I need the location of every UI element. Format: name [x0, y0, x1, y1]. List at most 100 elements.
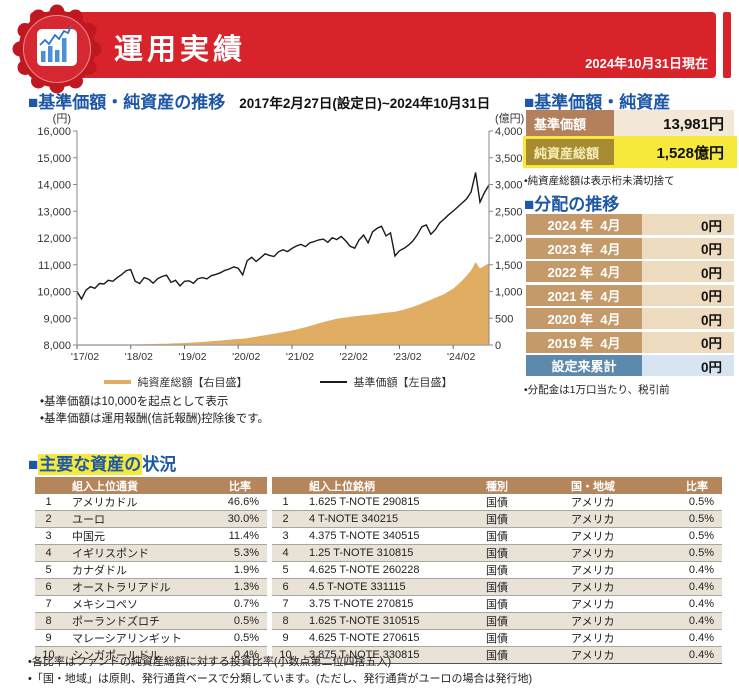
distribution-amount: 0円 — [642, 355, 734, 376]
table-cell: アメリカ — [567, 629, 672, 647]
svg-text:9,000: 9,000 — [43, 313, 71, 325]
table-cell: アメリカ — [567, 510, 672, 528]
table-cell: マレーシアリンギット — [62, 629, 213, 647]
col-header-ratio: 比率 — [213, 477, 267, 494]
table-cell: 1.625 T-NOTE 310515 — [299, 612, 482, 630]
distribution-date: 2022 年 4月 — [526, 261, 642, 282]
table-row: 8 1.625 T-NOTE 310515 国債 アメリカ 0.4% — [272, 612, 722, 630]
legend-item-net-assets: 純資産総額【右目盛】 — [103, 374, 248, 390]
table-cell: 5 — [272, 561, 299, 579]
table-row: 4 イギリスポンド 5.3% — [35, 544, 267, 562]
svg-text:1,500: 1,500 — [495, 260, 523, 272]
table-cell: 3 — [35, 527, 62, 545]
table-row: 7 メキシコペソ 0.7% — [35, 595, 267, 613]
table-cell: 9 — [35, 629, 62, 647]
distribution-amount: 0円 — [642, 308, 734, 329]
svg-text:8,000: 8,000 — [43, 340, 71, 352]
table-cell: 2 — [272, 510, 299, 528]
heading-rest-text: 状況 — [142, 455, 177, 474]
table-cell: 4 T-NOTE 340215 — [299, 510, 482, 528]
distribution-note: •分配金は1万口当たり、税引前 — [524, 384, 670, 396]
table-cell: 0.4% — [672, 595, 722, 613]
distribution-date: 2023 年 4月 — [526, 237, 642, 259]
heading-square-icon: ■ — [28, 455, 39, 474]
securities-table: 組入上位銘柄 種別 国・地域 比率 1 1.625 T-NOTE 290815 国債… — [272, 477, 722, 664]
table-cell: 4.625 T-NOTE 260228 — [299, 561, 482, 579]
svg-text:16,000: 16,000 — [37, 126, 71, 138]
table-row: 8 ポーランドズロチ 0.5% — [35, 612, 267, 630]
table-row: 4 1.25 T-NOTE 310815 国債 アメリカ 0.5% — [272, 544, 722, 562]
table-cell: 4.5 T-NOTE 331115 — [299, 578, 482, 596]
svg-text:13,000: 13,000 — [37, 206, 71, 218]
distribution-date: 2019 年 4月 — [526, 331, 642, 353]
table-row: 1 アメリカドル 46.6% — [35, 494, 267, 511]
table-cell: アメリカ — [567, 527, 672, 545]
svg-text:11,000: 11,000 — [38, 260, 71, 272]
table-cell: 0.4% — [213, 646, 267, 664]
distribution-amount: 0円 — [642, 284, 734, 306]
table-cell: 10 — [35, 646, 62, 664]
table-cell: 0.4% — [672, 612, 722, 630]
heading-highlighted-text: 主要な資産の — [38, 454, 143, 475]
table-cell: 国債 — [482, 612, 567, 630]
svg-text:'23/02: '23/02 — [393, 351, 421, 362]
table-cell: 30.0% — [213, 510, 267, 528]
table-cell: アメリカ — [567, 646, 672, 664]
table-cell: 1.9% — [213, 561, 267, 579]
table-cell: 0.4% — [672, 578, 722, 596]
table-cell: 0.4% — [672, 561, 722, 579]
svg-text:'20/02: '20/02 — [232, 351, 260, 362]
nav-value: 13,981円 — [614, 110, 734, 136]
distribution-date: 2020 年 4月 — [526, 308, 642, 329]
svg-text:'18/02: '18/02 — [125, 351, 153, 362]
table-cell: アメリカ — [567, 612, 672, 630]
price-section-heading: ■基準価額・純資産 — [524, 93, 671, 112]
table-cell: アメリカドル — [72, 497, 138, 509]
svg-text:15,000: 15,000 — [37, 153, 71, 165]
table-cell: 1.625 T-NOTE 290815 — [309, 496, 420, 508]
chart-note: •基準価額は運用報酬(信託報酬)控除後です。 — [40, 413, 270, 426]
as-of-date: 2024年10月31日現在 — [585, 56, 708, 71]
svg-text:0: 0 — [495, 340, 501, 352]
bar-chart-seal-icon — [12, 4, 102, 94]
table-cell: 0.5% — [672, 544, 722, 562]
table-cell: 0.7% — [213, 595, 267, 613]
table-cell: 5.3% — [213, 544, 267, 562]
table-cell: アメリカ — [567, 595, 672, 613]
table-row: 6 4.5 T-NOTE 331115 国債 アメリカ 0.4% — [272, 578, 722, 596]
nav-label: 基準価額 — [526, 110, 614, 136]
table-cell: 0.5% — [672, 527, 722, 545]
chart-note: •基準価額は10,000を起点として表示 — [40, 396, 229, 408]
table-row: 3 中国元 11.4% — [35, 527, 267, 545]
table-cell: 国債 — [482, 629, 567, 647]
table-row: 5 4.625 T-NOTE 260228 国債 アメリカ 0.4% — [272, 561, 722, 579]
table-cell: 0.5% — [688, 496, 714, 508]
table-cell: 3.75 T-NOTE 270815 — [299, 595, 482, 613]
table-cell: イギリスポンド — [62, 544, 213, 562]
svg-text:1,000: 1,000 — [495, 287, 523, 299]
table-cell: 1 — [45, 496, 52, 508]
table-row: 2019 年 4月 0円 — [526, 331, 734, 353]
table-row: 基準価額 13,981円 — [526, 110, 734, 136]
svg-text:'22/02: '22/02 — [340, 351, 368, 362]
col-header-type: 種別 — [482, 477, 567, 494]
table-row: 設定来累計 0円 — [526, 355, 734, 376]
table-row: 7 3.75 T-NOTE 270815 国債 アメリカ 0.4% — [272, 595, 722, 613]
legend-label: 純資産総額【右目盛】 — [137, 377, 248, 389]
table-row: 2 ユーロ 30.0% — [35, 510, 267, 528]
table-row: 2021 年 4月 0円 — [526, 284, 734, 306]
table-cell: 4.375 T-NOTE 340515 — [299, 527, 482, 545]
table-row: 1 1.625 T-NOTE 290815 国債 アメリカ 0.5% — [272, 494, 722, 511]
footer-notes: •各比率はファンドの純資産総額に対する投資比率(小数点第二位四捨五入) •「国・… — [28, 654, 532, 687]
table-cell: 8 — [272, 612, 299, 630]
performance-chart: 8,000 9,000 10,000 11,000 12,000 13,000 14,000… — [37, 112, 524, 362]
table-cell: アメリカ — [571, 497, 615, 509]
table-cell: 10 — [272, 646, 299, 664]
table-header-row: 組入上位銘柄 種別 国・地域 比率 — [272, 477, 722, 494]
table-cell: 中国元 — [62, 527, 213, 545]
svg-text:(億円): (億円) — [495, 112, 524, 125]
svg-text:3,000: 3,000 — [495, 180, 523, 192]
table-cell: 8 — [35, 612, 62, 630]
chart-legend: 純資産総額【右目盛】 基準価額【左目盛】 — [28, 374, 528, 390]
